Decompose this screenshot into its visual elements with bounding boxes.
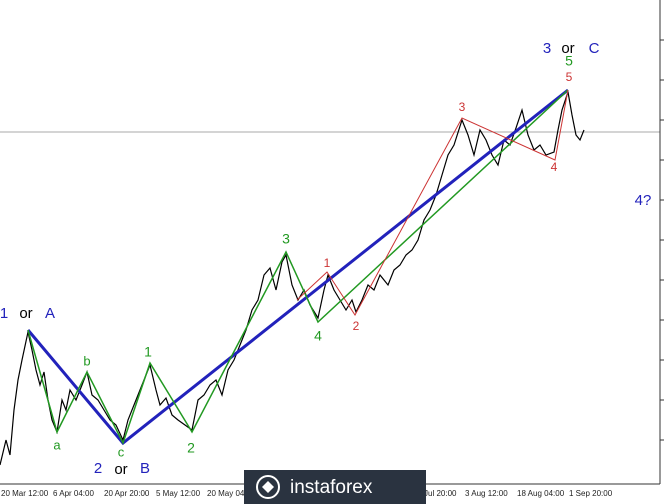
x-tick-label: 6 Apr 04:00 xyxy=(53,489,94,498)
wave-label: 4 xyxy=(551,160,558,174)
annotations: 1 or A a b c 1 2 2 or B 3 4 1 2 3 4 5 5 … xyxy=(0,40,651,478)
wave-label: A xyxy=(45,305,55,322)
x-tick-label: 3 Aug 12:00 xyxy=(465,489,508,498)
wave-label: or xyxy=(114,461,127,478)
axis-ticks xyxy=(660,39,664,441)
wave-label: 5 xyxy=(565,53,573,69)
wave-label: C xyxy=(589,40,600,57)
wave-label: c xyxy=(118,444,125,459)
x-axis-labels: 20 Mar 12:00 6 Apr 04:00 20 Apr 20:00 5 … xyxy=(1,489,613,498)
watermark-box xyxy=(244,470,426,504)
wave-label: 2 xyxy=(94,460,102,477)
wave-label: 3 xyxy=(543,40,551,57)
wave-label: 2 xyxy=(353,319,360,333)
watermark-text: instaforex xyxy=(290,477,373,498)
x-tick-label: 5 May 12:00 xyxy=(156,489,201,498)
x-tick-label: 20 Apr 20:00 xyxy=(104,489,150,498)
wave-label: a xyxy=(53,437,61,452)
wave-label: or xyxy=(19,305,32,322)
watermark-logo-mark xyxy=(262,481,274,493)
wave-label: 4 xyxy=(314,328,322,344)
wave-label: 5 xyxy=(566,70,573,84)
wave-label: b xyxy=(83,353,90,368)
wave-label: 1 xyxy=(324,256,331,270)
wave-label: 2 xyxy=(187,440,195,456)
x-tick-label: 18 Aug 04:00 xyxy=(517,489,565,498)
wave-label: 1 xyxy=(144,344,152,360)
x-tick-label: 20 Mar 12:00 xyxy=(1,489,49,498)
watermark-logo xyxy=(256,475,280,499)
watermark: instaforex xyxy=(244,470,426,504)
wave-label: 3 xyxy=(282,231,290,247)
wave-label: or xyxy=(561,40,574,57)
wave-line-red xyxy=(296,89,569,316)
wave-label: 3 xyxy=(459,100,466,114)
wave-label: B xyxy=(140,460,150,477)
wave-line-green xyxy=(27,89,569,445)
x-tick-label: Jul 20:00 xyxy=(424,489,457,498)
wave-label: 4? xyxy=(635,192,652,209)
x-tick-label: 1 Sep 20:00 xyxy=(569,489,613,498)
wave-label: 1 xyxy=(0,305,8,322)
x-tick-label: 20 May 04 xyxy=(207,489,245,498)
